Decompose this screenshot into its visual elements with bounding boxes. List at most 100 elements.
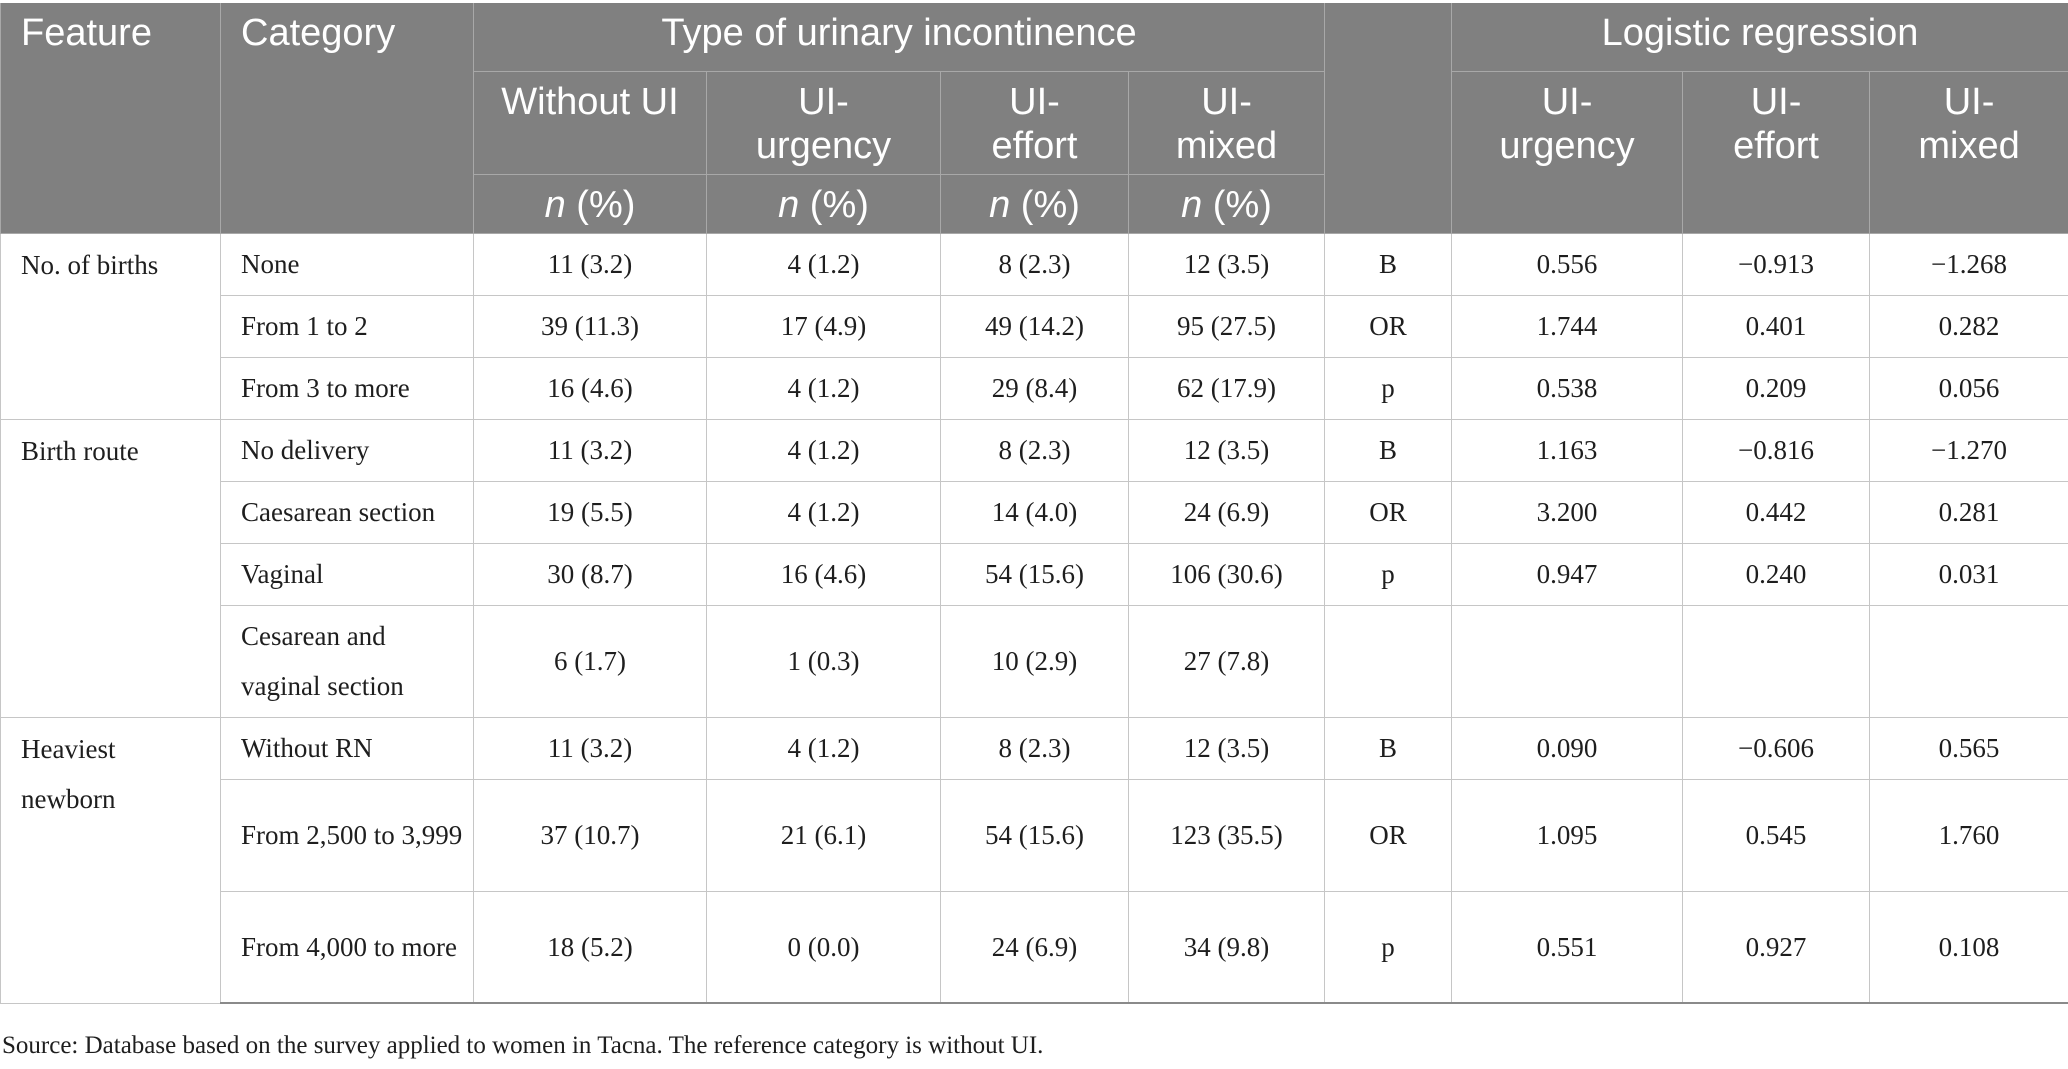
value-cell: 24 (6.9) bbox=[1127, 480, 1326, 544]
table-row: No. of births None 11 (3.2) 4 (1.2) 8 (2… bbox=[0, 232, 2068, 420]
value-cell: 30 (8.7) bbox=[473, 542, 707, 606]
header-feature: Feature bbox=[0, 3, 221, 234]
header-lr-col: UI- mixed bbox=[1869, 71, 2068, 234]
header-logistic-group: Logistic regression bbox=[1451, 3, 2068, 72]
value-cell: 54 (15.6) bbox=[940, 778, 1129, 892]
value-cell: 49 (14.2) bbox=[940, 294, 1129, 358]
stat-cell bbox=[1324, 604, 1453, 718]
header-n-pct: n (%) bbox=[1127, 174, 1326, 234]
lr-cell: 0.538 bbox=[1451, 356, 1684, 420]
value-cell: 8 (2.3) bbox=[940, 232, 1129, 296]
lr-cell bbox=[1869, 604, 2068, 718]
header-category: Category bbox=[220, 3, 474, 234]
category-cell: From 2,500 to 3,999 bbox=[220, 778, 474, 892]
value-cell: 4 (1.2) bbox=[706, 716, 941, 780]
value-cell: 18 (5.2) bbox=[473, 890, 707, 1004]
stat-cell: OR bbox=[1324, 480, 1453, 544]
lr-cell: 1.095 bbox=[1451, 778, 1684, 892]
value-cell: 21 (6.1) bbox=[706, 778, 941, 892]
value-cell: 106 (30.6) bbox=[1127, 542, 1326, 606]
lr-cell: 0.927 bbox=[1682, 890, 1871, 1004]
header-col: UI- effort bbox=[940, 71, 1129, 175]
lr-cell: 0.031 bbox=[1869, 542, 2068, 606]
value-cell: 19 (5.5) bbox=[473, 480, 707, 544]
category-cell: None bbox=[220, 232, 474, 296]
lr-cell: 0.090 bbox=[1451, 716, 1684, 780]
header-lr-col: UI- effort bbox=[1682, 71, 1871, 234]
table-row: From 3 to more 16 (4.6) 4 (1.2) 29 (8.4)… bbox=[1, 356, 2068, 420]
value-cell: 8 (2.3) bbox=[940, 418, 1129, 482]
header-n-pct: n (%) bbox=[940, 174, 1129, 234]
header-col: UI- urgency bbox=[706, 71, 941, 175]
lr-cell: 3.200 bbox=[1451, 480, 1684, 544]
category-cell: From 4,000 to more bbox=[220, 890, 474, 1004]
lr-cell: 0.565 bbox=[1869, 716, 2068, 780]
value-cell: 12 (3.5) bbox=[1127, 232, 1326, 296]
value-cell: 27 (7.8) bbox=[1127, 604, 1326, 718]
category-cell: Cesarean and vaginal section bbox=[220, 604, 474, 718]
header-lr-col: UI- urgency bbox=[1451, 71, 1684, 234]
lr-cell: −0.913 bbox=[1682, 232, 1871, 296]
feature-cell: Birth route bbox=[0, 418, 221, 718]
lr-cell: −0.606 bbox=[1682, 716, 1871, 780]
lr-cell: 0.108 bbox=[1869, 890, 2068, 1004]
lr-cell: 0.442 bbox=[1682, 480, 1871, 544]
table-row: Birth route No delivery 11 (3.2) 4 (1.2)… bbox=[0, 418, 2068, 718]
value-cell: 17 (4.9) bbox=[706, 294, 941, 358]
value-cell: 4 (1.2) bbox=[706, 356, 941, 420]
table-row: From 4,000 to more 18 (5.2) 0 (0.0) 24 (… bbox=[1, 890, 2068, 1004]
lr-cell: 0.281 bbox=[1869, 480, 2068, 544]
category-cell: No delivery bbox=[220, 418, 474, 482]
incontinence-table: Feature Category Type of urinary inconti… bbox=[0, 3, 2068, 1004]
category-cell: Caesarean section bbox=[220, 480, 474, 544]
lr-cell: −1.268 bbox=[1869, 232, 2068, 296]
category-cell: From 3 to more bbox=[220, 356, 474, 420]
table-row: Caesarean section 19 (5.5) 4 (1.2) 14 (4… bbox=[1, 480, 2068, 544]
value-cell: 123 (35.5) bbox=[1127, 778, 1326, 892]
value-cell: 29 (8.4) bbox=[940, 356, 1129, 420]
feature-cell: Heaviest newborn bbox=[0, 716, 221, 1004]
source-note: Source: Database based on the survey app… bbox=[2, 1032, 1044, 1059]
value-cell: 6 (1.7) bbox=[473, 604, 707, 718]
stat-cell: OR bbox=[1324, 778, 1453, 892]
header-col: UI- mixed bbox=[1127, 71, 1326, 175]
category-cell: From 1 to 2 bbox=[220, 294, 474, 358]
feature-cell: No. of births bbox=[0, 232, 221, 420]
category-cell: Without RN bbox=[220, 716, 474, 780]
header-stat-blank bbox=[1324, 3, 1453, 234]
lr-cell: 0.947 bbox=[1451, 542, 1684, 606]
stat-cell: p bbox=[1324, 542, 1453, 606]
table-row: From 2,500 to 3,999 37 (10.7) 21 (6.1) 5… bbox=[1, 778, 2068, 892]
table-row: Cesarean and vaginal section 6 (1.7) 1 (… bbox=[1, 604, 2068, 718]
value-cell: 14 (4.0) bbox=[940, 480, 1129, 544]
lr-cell: 0.209 bbox=[1682, 356, 1871, 420]
value-cell: 16 (4.6) bbox=[706, 542, 941, 606]
lr-cell: 0.282 bbox=[1869, 294, 2068, 358]
table-row: Vaginal 30 (8.7) 16 (4.6) 54 (15.6) 106 … bbox=[1, 542, 2068, 606]
value-cell: 4 (1.2) bbox=[706, 232, 941, 296]
value-cell: 4 (1.2) bbox=[706, 418, 941, 482]
lr-cell: 0.551 bbox=[1451, 890, 1684, 1004]
header-n-pct: n (%) bbox=[473, 174, 707, 234]
stat-cell: OR bbox=[1324, 294, 1453, 358]
lr-cell: 0.556 bbox=[1451, 232, 1684, 296]
category-cell: Vaginal bbox=[220, 542, 474, 606]
lr-cell bbox=[1682, 604, 1871, 718]
value-cell: 54 (15.6) bbox=[940, 542, 1129, 606]
value-cell: 11 (3.2) bbox=[473, 418, 707, 482]
value-cell: 1 (0.3) bbox=[706, 604, 941, 718]
stat-cell: B bbox=[1324, 716, 1453, 780]
value-cell: 10 (2.9) bbox=[940, 604, 1129, 718]
table-row: Heaviest newborn Without RN 11 (3.2) 4 (… bbox=[0, 716, 2068, 1004]
value-cell: 11 (3.2) bbox=[473, 716, 707, 780]
lr-cell: −1.270 bbox=[1869, 418, 2068, 482]
stat-cell: B bbox=[1324, 418, 1453, 482]
header-col: Without UI bbox=[473, 71, 707, 175]
lr-cell bbox=[1451, 604, 1684, 718]
lr-cell: 1.744 bbox=[1451, 294, 1684, 358]
stat-cell: p bbox=[1324, 890, 1453, 1004]
value-cell: 24 (6.9) bbox=[940, 890, 1129, 1004]
lr-cell: 0.240 bbox=[1682, 542, 1871, 606]
header-n-pct: n (%) bbox=[706, 174, 941, 234]
header-type-group: Type of urinary incontinence bbox=[472, 3, 1326, 72]
